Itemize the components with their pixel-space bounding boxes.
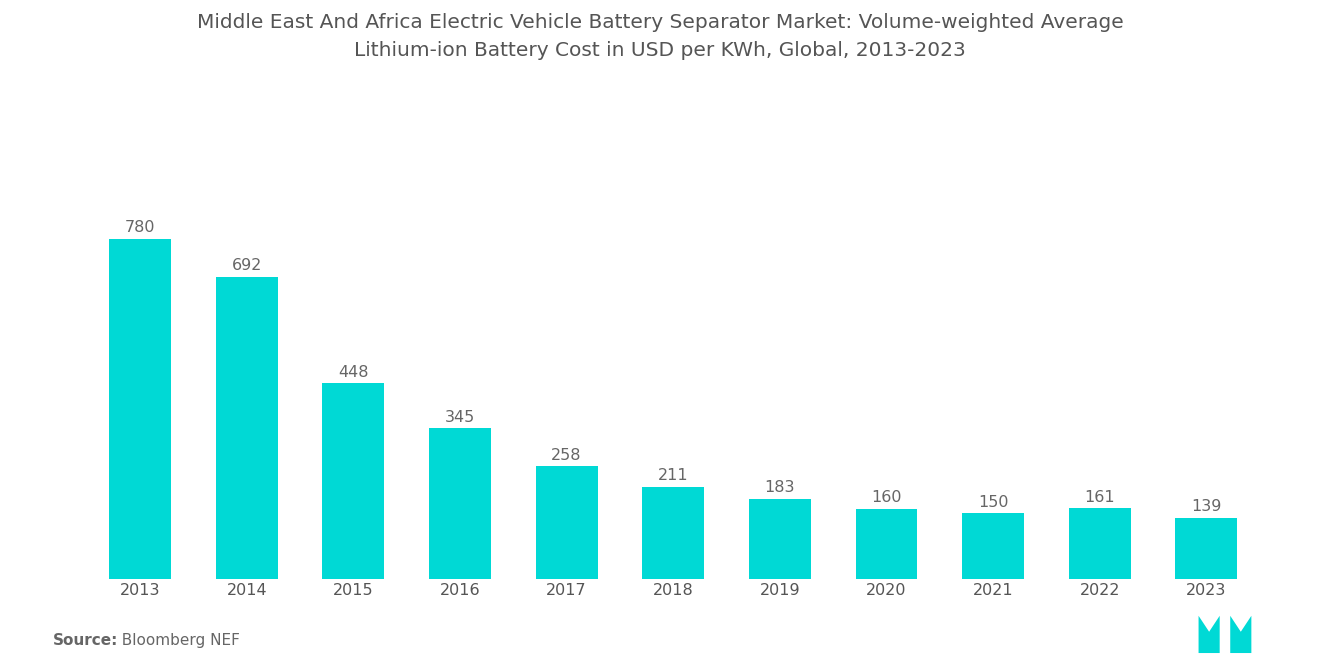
Bar (1175, 518, 1237, 579)
Bar (643, 487, 704, 579)
Polygon shape (1230, 616, 1251, 653)
Bar (962, 513, 1024, 579)
Polygon shape (1199, 616, 1220, 653)
Text: 161: 161 (1084, 490, 1115, 505)
Bar (748, 499, 810, 579)
Text: 160: 160 (871, 490, 902, 505)
Text: 150: 150 (978, 495, 1008, 509)
Text: 183: 183 (764, 480, 795, 495)
Bar (110, 239, 172, 579)
Bar (536, 466, 598, 579)
Text: 139: 139 (1191, 499, 1221, 515)
Text: 692: 692 (231, 259, 261, 273)
Text: Middle East And Africa Electric Vehicle Battery Separator Market: Volume-weighte: Middle East And Africa Electric Vehicle … (197, 13, 1123, 61)
Text: Source:: Source: (53, 633, 119, 648)
Text: 345: 345 (445, 410, 475, 425)
Text: 780: 780 (125, 220, 156, 235)
Text: 211: 211 (657, 468, 689, 483)
Bar (855, 509, 917, 579)
Bar (429, 428, 491, 579)
Bar (215, 277, 277, 579)
Text: 258: 258 (552, 448, 582, 463)
Text: Bloomberg NEF: Bloomberg NEF (112, 633, 240, 648)
Bar (1069, 508, 1131, 579)
Bar (322, 383, 384, 579)
Text: 448: 448 (338, 365, 368, 380)
